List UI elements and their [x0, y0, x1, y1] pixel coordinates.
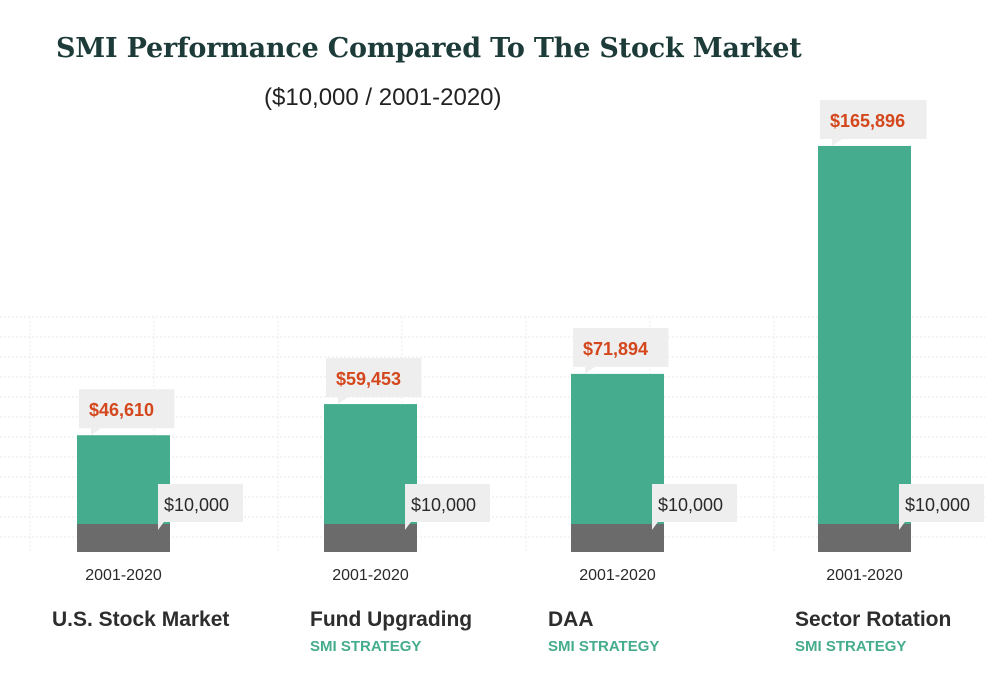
bar-start-u-s-stock-market — [77, 524, 170, 552]
value-callout-pointer-daa — [585, 366, 595, 374]
bar-start-sector-rotation — [818, 524, 911, 552]
category-label-fund-upgrading: Fund Upgrading — [310, 608, 473, 631]
value-label-sector-rotation: $165,896 — [830, 111, 905, 131]
value-callout-fund-upgrading — [326, 358, 422, 398]
strategy-label-daa: SMI STRATEGY — [548, 638, 660, 655]
value-callout-daa — [573, 327, 669, 367]
value-label-fund-upgrading: $59,453 — [336, 369, 401, 389]
category-label-daa: DAA — [548, 608, 594, 631]
start-callout-pointer-daa — [652, 515, 663, 530]
start-label-fund-upgrading: $10,000 — [411, 495, 476, 515]
value-callout-u-s-stock-market — [79, 389, 175, 429]
bar-growth-u-s-stock-market — [77, 435, 170, 524]
period-label-daa: 2001-2020 — [579, 567, 656, 584]
start-callout-u-s-stock-market — [158, 484, 243, 522]
bar-growth-fund-upgrading — [324, 404, 417, 524]
chart-subtitle: ($10,000 / 2001-2020) — [264, 84, 502, 111]
strategy-label-sector-rotation: SMI STRATEGY — [795, 638, 907, 655]
start-callout-sector-rotation — [899, 484, 984, 522]
value-callout-pointer-sector-rotation — [832, 138, 842, 146]
start-label-daa: $10,000 — [658, 495, 723, 515]
start-callout-pointer-sector-rotation — [899, 515, 910, 530]
value-callout-pointer-u-s-stock-market — [91, 428, 101, 436]
start-callout-pointer-u-s-stock-market — [158, 515, 169, 530]
bar-growth-sector-rotation — [818, 145, 911, 524]
bar-growth-daa — [571, 373, 664, 524]
strategy-label-fund-upgrading: SMI STRATEGY — [310, 638, 422, 655]
value-label-u-s-stock-market: $46,610 — [89, 400, 154, 420]
period-label-u-s-stock-market: 2001-2020 — [85, 567, 162, 584]
start-callout-fund-upgrading — [405, 484, 490, 522]
category-label-us-stock-market: U.S. Stock Market — [52, 608, 230, 631]
start-label-sector-rotation: $10,000 — [905, 495, 970, 515]
bar-start-fund-upgrading — [324, 524, 417, 552]
start-callout-pointer-fund-upgrading — [405, 515, 416, 530]
value-callout-pointer-fund-upgrading — [338, 397, 348, 405]
start-callout-daa — [652, 484, 737, 522]
value-label-daa: $71,894 — [583, 339, 648, 359]
value-callout-sector-rotation — [820, 99, 927, 139]
bar-start-daa — [571, 524, 664, 552]
category-label-sector-rotation: Sector Rotation — [795, 608, 952, 631]
chart-title: SMI Performance Compared To The Stock Ma… — [56, 33, 802, 64]
period-label-fund-upgrading: 2001-2020 — [332, 567, 409, 584]
start-label-u-s-stock-market: $10,000 — [164, 495, 229, 515]
period-label-sector-rotation: 2001-2020 — [826, 567, 903, 584]
